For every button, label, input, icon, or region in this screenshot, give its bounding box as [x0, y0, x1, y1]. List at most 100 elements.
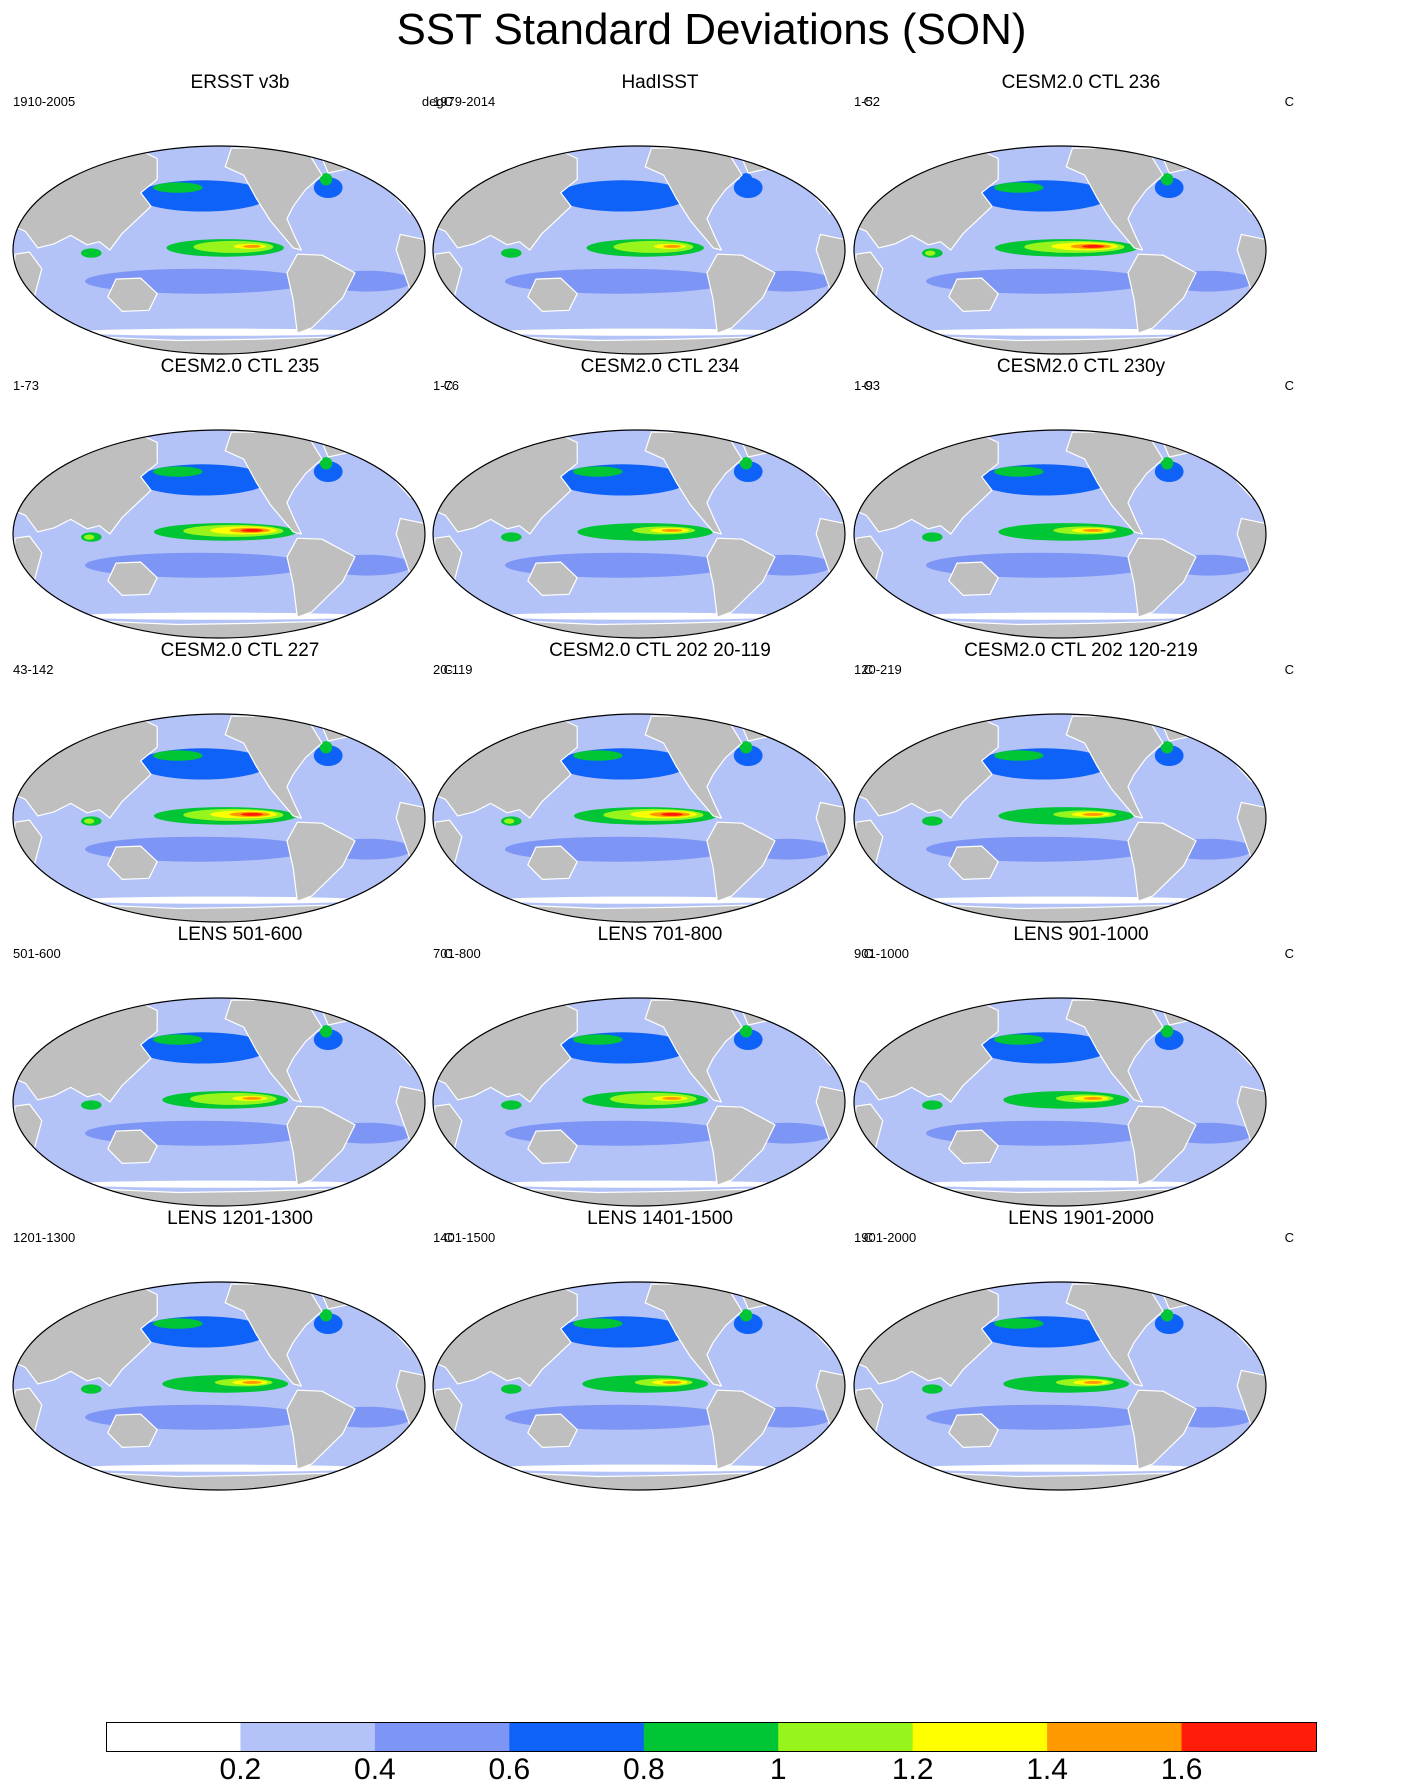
panel-period: 43-142: [13, 662, 54, 677]
sst-contour-region: [660, 812, 684, 816]
sst-contour-region: [663, 244, 681, 248]
land-mass: [453, 1472, 825, 1490]
sst-contour-region: [1083, 1096, 1103, 1100]
panel-unit: C: [443, 378, 453, 393]
panel-unit: C: [1284, 1230, 1294, 1245]
colorbar-tick-label: 1.4: [1026, 1753, 1068, 1786]
sst-contour-region: [1081, 244, 1105, 248]
land-mass: [107, 845, 158, 880]
sst-contour-region: [243, 244, 261, 248]
land-mass: [948, 277, 999, 312]
sst-contour-region: [153, 1318, 203, 1329]
map-border: [432, 997, 846, 1207]
panel-title: CESM2.0 CTL 202 120-219: [964, 640, 1198, 661]
land-mass: [1065, 999, 1164, 1103]
sst-contour-region: [911, 328, 1209, 336]
panel-period: 701-800: [433, 946, 481, 961]
land-mass: [1127, 1389, 1197, 1470]
main-title: SST Standard Deviations (SON): [396, 5, 1027, 54]
land-mass: [1065, 147, 1164, 251]
map-panel: CESM2.0 CTL 202 120-219 120-219 C: [846, 640, 1316, 930]
map-border: [853, 429, 1267, 639]
land-mass: [948, 1413, 999, 1448]
panel-period: 1-76: [433, 378, 460, 393]
colorbar-swatch: [778, 1722, 914, 1752]
sst-contour-region: [739, 1309, 753, 1322]
map-panel: LENS 701-800 701-800 C: [425, 924, 895, 1214]
panel-unit: C: [1284, 662, 1294, 677]
map-border: [853, 997, 1267, 1207]
map-panel: HadISST 1979-2014 C: [425, 72, 895, 362]
panel-title: CESM2.0 CTL 227: [160, 640, 320, 661]
land-mass: [706, 1105, 776, 1186]
sst-contour-region: [573, 1034, 623, 1045]
land-mass: [224, 999, 323, 1103]
land-mass: [948, 561, 999, 596]
panel-title: LENS 1901-2000: [1008, 1208, 1154, 1229]
land-mass: [874, 1472, 1246, 1490]
map-canvas: [12, 429, 426, 639]
sst-contour-region: [994, 750, 1044, 761]
sst-contour-region: [490, 1180, 788, 1188]
sst-contour-region: [504, 1102, 515, 1108]
panel-title: ERSST v3b: [190, 72, 290, 93]
panel-unit: C: [863, 1230, 873, 1245]
sst-contour-region: [739, 457, 753, 470]
sst-contour-region: [84, 818, 95, 824]
sst-contour-region: [911, 896, 1209, 904]
map-canvas: [12, 1281, 426, 1491]
sst-contour-region: [1160, 457, 1174, 470]
sst-contour-region: [490, 612, 788, 620]
colorbar-tick-label: 1.2: [891, 1753, 934, 1786]
land-mass: [1065, 1283, 1164, 1387]
sst-contour-region: [242, 1096, 262, 1100]
sst-contour-region: [925, 534, 936, 540]
sst-contour-region: [911, 1464, 1209, 1472]
map-border: [432, 1281, 846, 1491]
land-mass: [1127, 537, 1197, 618]
map-border: [853, 1281, 1267, 1491]
sst-contour-region: [573, 466, 623, 477]
land-mass: [1065, 431, 1164, 535]
panel-unit: C: [443, 946, 453, 961]
map-canvas: [853, 713, 1267, 923]
panel-unit: degC: [421, 94, 453, 109]
land-mass: [286, 1105, 356, 1186]
map-border: [432, 429, 846, 639]
colorbar-swatch: [643, 1722, 779, 1752]
land-mass: [1127, 1105, 1197, 1186]
sst-contour-region: [994, 182, 1044, 193]
sst-contour-region: [490, 328, 788, 336]
sst-contour-region: [153, 466, 203, 477]
sst-contour-region: [319, 173, 333, 186]
land-mass: [33, 1472, 405, 1490]
sst-contour-region: [319, 1309, 333, 1322]
land-mass: [527, 845, 578, 880]
colorbar-tick-label: 0.2: [219, 1753, 262, 1786]
colorbar-swatch: [912, 1722, 1048, 1752]
sst-contour-region: [739, 741, 753, 754]
sst-contour-region: [1160, 173, 1174, 186]
sst-contour-region: [1160, 1025, 1174, 1038]
land-mass: [224, 715, 323, 819]
map-panel: LENS 1401-1500 1401-1500 C: [425, 1208, 895, 1498]
sst-contour-region: [504, 250, 515, 256]
land-mass: [107, 561, 158, 596]
land-mass: [644, 147, 743, 251]
map-panel: LENS 1901-2000 1901-2000 C: [846, 1208, 1316, 1498]
sst-contour-region: [70, 612, 368, 620]
map-panel: CESM2.0 CTL 202 20-119 20-119 C: [425, 640, 895, 930]
sst-contour-region: [242, 1380, 262, 1384]
panel-period: 901-1000: [854, 946, 909, 961]
sst-contour-region: [661, 528, 683, 532]
land-mass: [644, 431, 743, 535]
sst-contour-region: [1160, 1309, 1174, 1322]
sst-contour-region: [925, 250, 936, 256]
map-canvas: [12, 997, 426, 1207]
sst-contour-region: [84, 250, 95, 256]
sst-contour-region: [504, 1386, 515, 1392]
map-panel: CESM2.0 CTL 230y 1-93 C: [846, 356, 1316, 646]
sst-contour-region: [739, 173, 753, 186]
sst-contour-region: [925, 1386, 936, 1392]
panel-title: LENS 1401-1500: [587, 1208, 733, 1229]
